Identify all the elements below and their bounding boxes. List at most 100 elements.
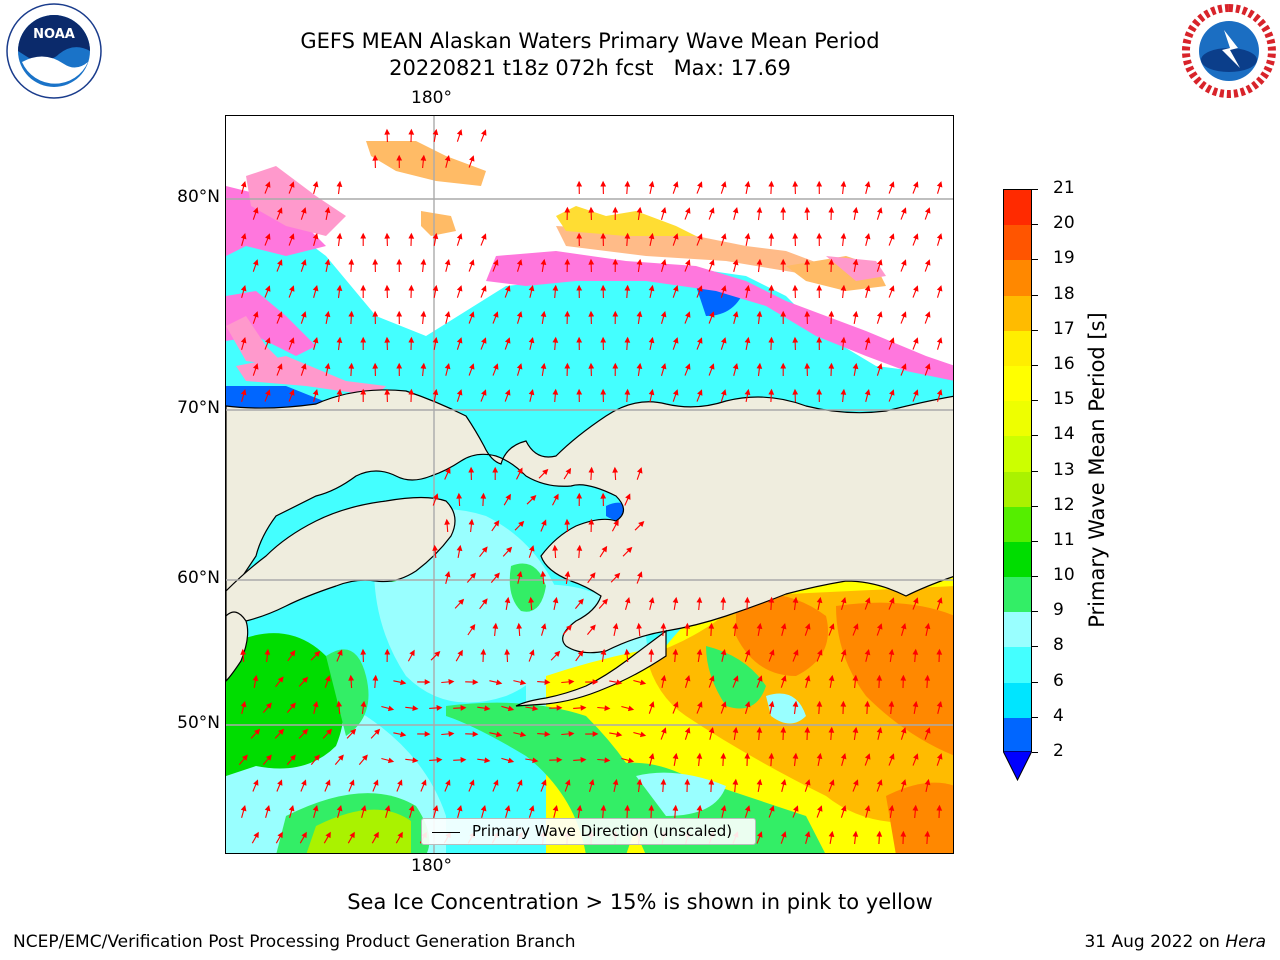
lon-label-top: 180° bbox=[411, 88, 452, 108]
colorbar-tick bbox=[1032, 259, 1038, 261]
wave-arrow-head bbox=[576, 232, 583, 239]
wave-arrow-head bbox=[672, 389, 679, 396]
wave-arrow-head bbox=[564, 258, 571, 265]
wave-arrow-head bbox=[673, 701, 679, 708]
wave-arrow-head bbox=[432, 493, 439, 500]
wave-arrow-head bbox=[387, 705, 395, 712]
wave-arrow-head bbox=[396, 258, 403, 265]
wave-arrow-head bbox=[780, 206, 787, 213]
wave-arrow-head bbox=[528, 545, 535, 552]
wave-arrow-head bbox=[481, 129, 487, 136]
wave-arrow-head bbox=[278, 728, 285, 735]
wave-arrow-head bbox=[769, 649, 775, 656]
colorbar-tick bbox=[1032, 364, 1038, 366]
wave-arrow-head bbox=[252, 363, 259, 370]
wave-arrow-head bbox=[289, 754, 296, 761]
wave-arrow-head bbox=[912, 804, 919, 811]
wave-arrow-head bbox=[828, 310, 835, 317]
wave-arrow-head bbox=[241, 754, 248, 761]
colorbar-segment bbox=[1004, 717, 1031, 754]
colorbar-tick bbox=[1032, 329, 1038, 331]
wave-arrow-head bbox=[648, 180, 655, 188]
wave-arrow-head bbox=[314, 650, 321, 658]
wave-arrow-head bbox=[552, 336, 559, 343]
wave-arrow-head bbox=[444, 155, 451, 162]
wave-arrow-head bbox=[444, 311, 451, 318]
wave-arrow-head bbox=[408, 128, 415, 135]
wave-arrow-head bbox=[901, 259, 907, 266]
wave-arrow-head bbox=[300, 363, 307, 370]
wave-arrow-head bbox=[456, 492, 463, 499]
wave-arrow-head bbox=[444, 571, 451, 578]
wave-arrow-head bbox=[456, 233, 463, 240]
wave-arrow-head bbox=[732, 622, 739, 629]
wave-arrow-head bbox=[424, 679, 431, 685]
wave-arrow-head bbox=[708, 778, 715, 785]
wave-arrow-head bbox=[876, 259, 883, 266]
wave-arrow-head bbox=[936, 597, 943, 604]
wave-arrow-head bbox=[852, 362, 859, 370]
wave-arrow-head bbox=[732, 363, 739, 370]
wave-arrow-head bbox=[588, 779, 595, 786]
wave-arrow-head bbox=[829, 623, 835, 630]
wave-arrow-head bbox=[432, 284, 439, 292]
wave-arrow-head bbox=[277, 676, 284, 683]
wave-arrow-head bbox=[253, 831, 259, 839]
wave-arrow-head bbox=[864, 597, 871, 604]
wave-arrow-head bbox=[768, 700, 775, 708]
colorbar-segment bbox=[1004, 190, 1031, 226]
lon-label-bottom: 180° bbox=[411, 856, 452, 876]
wave-arrow-head bbox=[600, 336, 607, 343]
wave-arrow-head bbox=[568, 730, 575, 737]
wave-arrow-head bbox=[456, 337, 463, 344]
wave-arrow-head bbox=[457, 649, 463, 657]
sea-ice-layer bbox=[226, 141, 953, 396]
wave-arrow-head bbox=[804, 258, 811, 265]
wave-arrow-head bbox=[553, 493, 559, 500]
map-panel bbox=[225, 115, 954, 854]
wave-arrow-head bbox=[444, 518, 451, 525]
wave-arrow-head bbox=[372, 258, 379, 265]
wave-arrow-head bbox=[684, 778, 691, 785]
wave-arrow-head bbox=[816, 336, 823, 343]
wave-arrow-head bbox=[495, 731, 503, 738]
wave-arrow-head bbox=[889, 285, 895, 292]
wave-arrow-head bbox=[336, 805, 343, 812]
wave-arrow-head bbox=[493, 311, 499, 318]
wave-arrow-head bbox=[289, 702, 296, 709]
wave-arrow-head bbox=[709, 207, 715, 214]
wave-arrow-head bbox=[540, 362, 547, 369]
wave-arrow-head bbox=[397, 831, 403, 839]
wave-arrow-head bbox=[660, 311, 667, 318]
wave-arrow-head bbox=[240, 389, 247, 396]
wave-arrow-head bbox=[828, 674, 835, 682]
wave-arrow-head bbox=[424, 731, 431, 737]
wave-arrow-head bbox=[627, 757, 635, 764]
wave-arrow-head bbox=[495, 679, 503, 686]
wave-arrow-head bbox=[556, 757, 563, 763]
wave-arrow-head bbox=[277, 779, 283, 786]
wave-arrow-head bbox=[252, 311, 259, 318]
wave-arrow-head bbox=[588, 258, 595, 265]
wave-arrow-head bbox=[445, 779, 451, 786]
wave-arrow-head bbox=[768, 388, 775, 395]
wave-arrow-head bbox=[780, 258, 787, 265]
wave-arrow-head bbox=[888, 700, 895, 707]
wave-arrow-head bbox=[265, 389, 271, 396]
wave-arrow-head bbox=[769, 805, 775, 812]
wave-arrow-head bbox=[432, 336, 439, 344]
wave-arrow-head bbox=[648, 753, 655, 760]
wave-arrow-head bbox=[480, 805, 487, 812]
wave-arrow-head bbox=[732, 207, 739, 214]
wave-arrow-head bbox=[396, 154, 403, 161]
wave-arrow-head bbox=[552, 544, 559, 551]
wave-arrow-head bbox=[300, 259, 307, 266]
wave-arrow-head bbox=[324, 310, 331, 318]
wave-arrow-head bbox=[924, 259, 931, 266]
wave-arrow-head bbox=[852, 310, 859, 318]
wave-arrow-head bbox=[448, 730, 455, 737]
wave-arrow-head bbox=[936, 753, 943, 760]
wave-arrow-head bbox=[580, 757, 587, 763]
wave-arrow-head bbox=[312, 285, 319, 292]
wave-arrow-head bbox=[853, 623, 859, 630]
